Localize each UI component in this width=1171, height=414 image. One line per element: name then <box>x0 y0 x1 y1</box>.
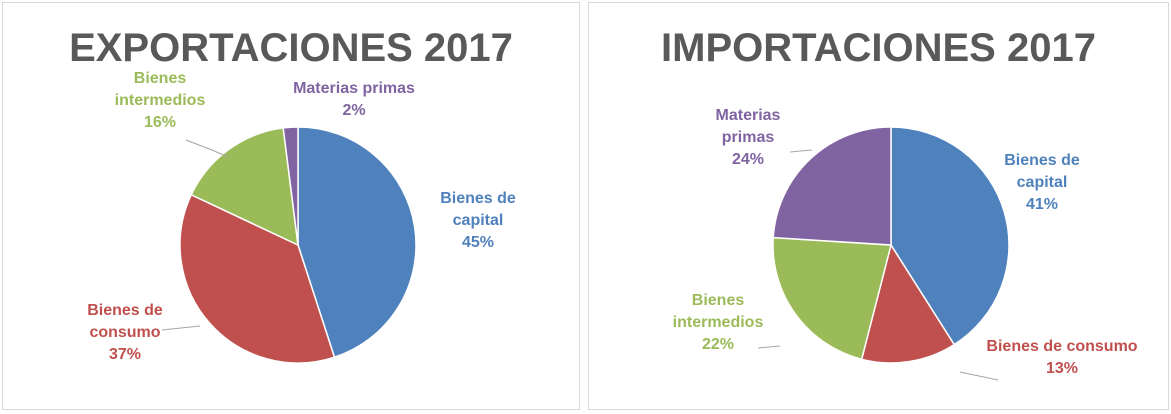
pie-slice <box>860 243 956 364</box>
value-label: 24% <box>731 151 765 168</box>
value-label: 13% <box>1045 360 1079 377</box>
data-label: Bienes intermedios 16% <box>100 68 220 134</box>
data-label: Materias primas 2% <box>264 78 444 122</box>
value-label: 2% <box>342 102 366 119</box>
pie-slice <box>297 126 417 359</box>
pie-slice <box>282 126 299 246</box>
leader-line <box>185 139 229 158</box>
value-label: 41% <box>1025 196 1059 213</box>
pie-slice <box>772 236 892 361</box>
category-label: Bienes de capital <box>1004 152 1080 191</box>
value-label: 45% <box>461 234 495 251</box>
category-label: Bienes intermedios <box>672 292 764 331</box>
data-label: Bienes de capital 45% <box>428 188 528 254</box>
pie-slice <box>179 193 336 364</box>
pie-slice <box>772 126 892 246</box>
leader-line <box>757 345 781 349</box>
pie-slice <box>190 127 299 247</box>
value-label: 16% <box>143 114 177 131</box>
data-label: Materias primas 24% <box>703 105 793 171</box>
chart-panel <box>2 2 580 410</box>
leader-line <box>959 371 999 381</box>
category-label: Bienes intermedios <box>114 70 206 109</box>
leader-line <box>789 149 813 153</box>
category-label: Bienes de consumo <box>87 302 163 341</box>
leader-line <box>161 325 201 331</box>
chart-title: IMPORTACIONES 2017 <box>661 26 1096 70</box>
value-label: 37% <box>108 346 142 363</box>
data-label: Bienes intermedios 22% <box>658 290 778 356</box>
data-label: Bienes de consumo 13% <box>962 336 1162 380</box>
category-label: Materias primas <box>293 80 415 97</box>
category-label: Bienes de capital <box>440 190 516 229</box>
chart-panel <box>588 2 1169 410</box>
category-label: Bienes de consumo <box>986 338 1138 355</box>
data-label: Bienes de consumo 37% <box>75 300 175 366</box>
data-label: Bienes de capital 41% <box>992 150 1092 216</box>
value-label: 22% <box>701 336 735 353</box>
chart-title: EXPORTACIONES 2017 <box>69 26 513 70</box>
category-label: Materias primas <box>715 107 781 146</box>
